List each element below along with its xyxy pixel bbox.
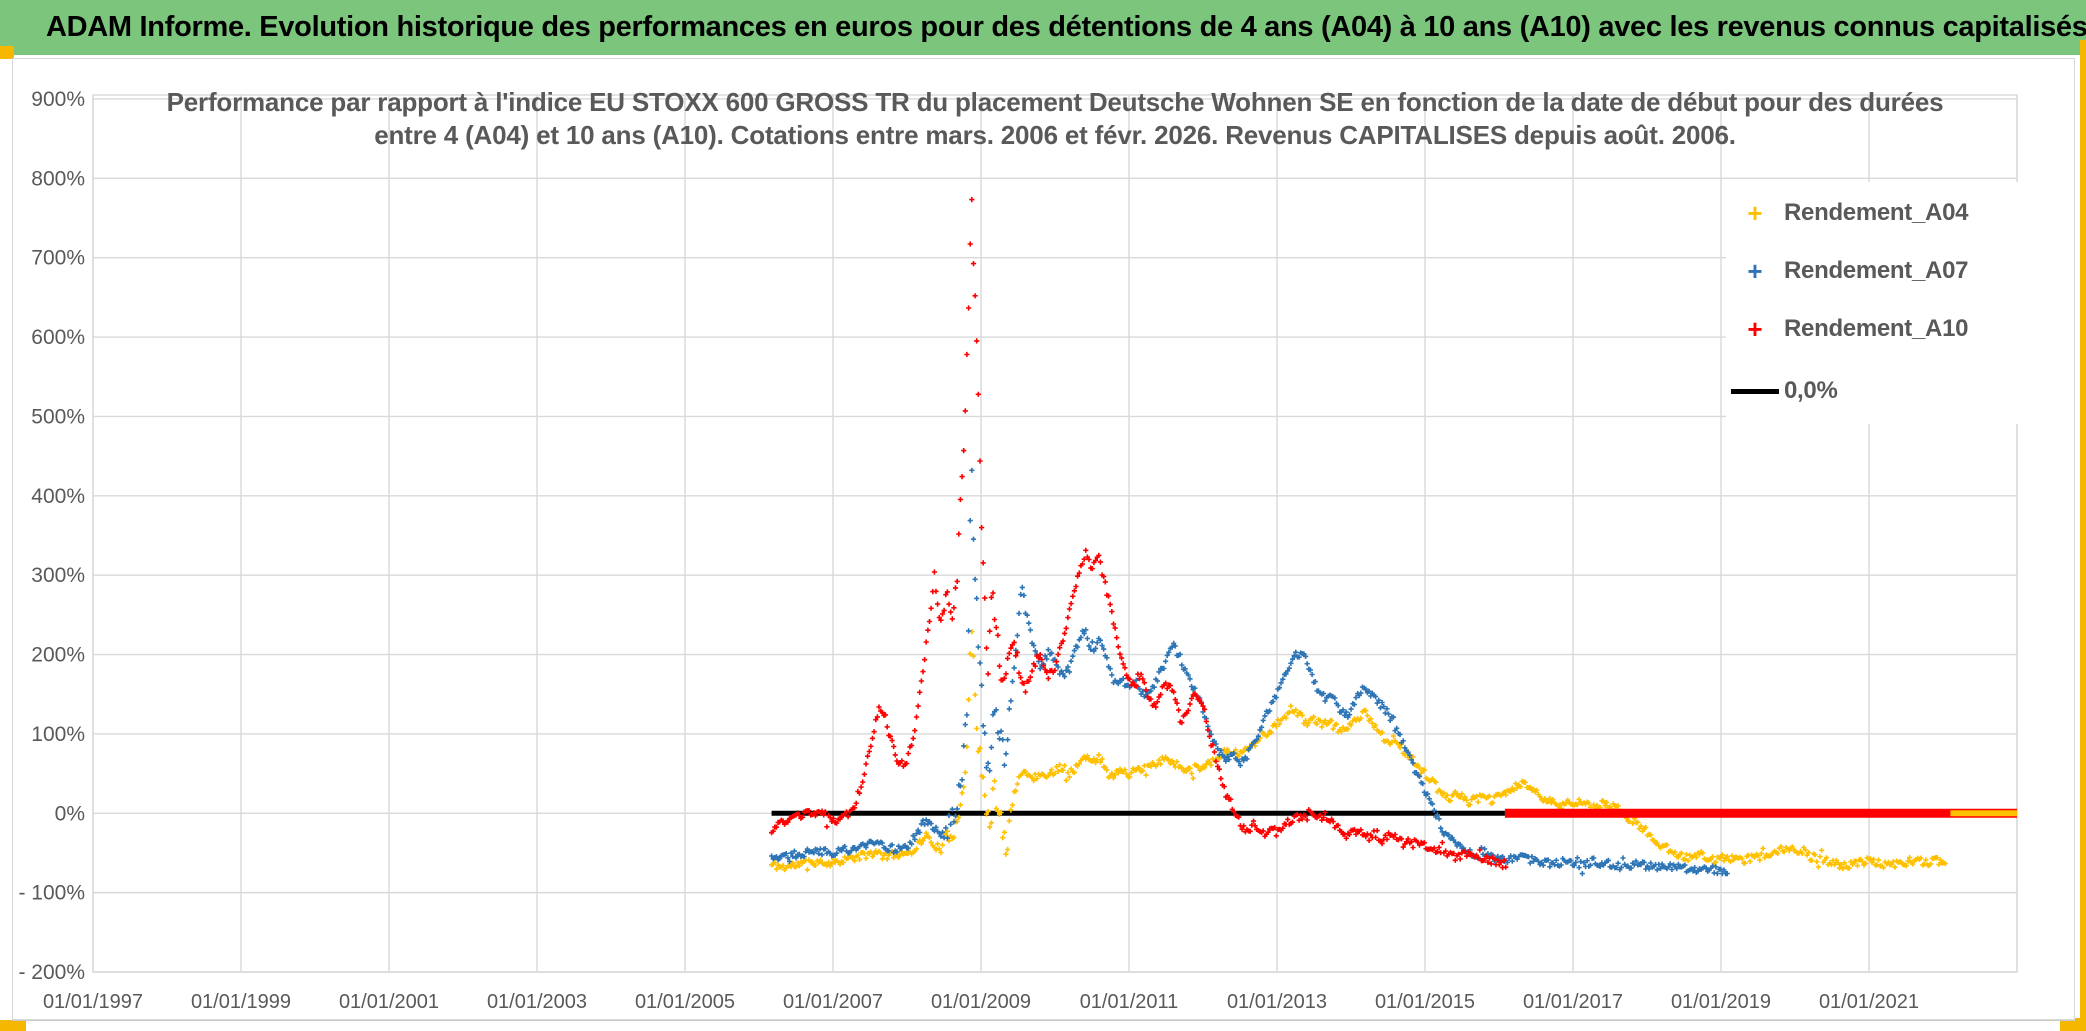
y-axis-tick-label: - 200% [18,961,85,984]
legend-label: Rendement_A07 [1784,257,1969,284]
yellow-cell-bottom-left [0,1020,26,1031]
chart-frame-bottom-line [12,1020,2075,1021]
yellow-cell-right-edge [2080,40,2086,1031]
x-axis-tick-label: 01/01/2005 [635,991,735,1013]
x-axis-tick-label: 01/01/2007 [783,991,883,1013]
x-axis-tick-label: 01/01/2009 [931,991,1031,1013]
scatter-series-rendement_a04 [769,629,1948,873]
y-axis-tick-label: 300% [31,564,85,587]
plot-border [92,94,2018,973]
x-axis-tick-label: 01/01/2003 [487,991,587,1013]
x-axis-tick-label: 01/01/2013 [1227,991,1327,1013]
legend-label: Rendement_A04 [1784,199,1969,226]
plus-marker-icon: + [1747,314,1763,344]
y-axis-tick-label: 0% [55,802,85,825]
legend: + Rendement_A04 + Rendement_A07 + Rendem… [1726,182,2074,424]
legend-item-rendement-a04[interactable]: + Rendement_A04 [1726,196,1968,230]
yellow-cell-top-left [0,46,14,59]
legend-item-zero-line[interactable]: 0,0% [1726,374,1838,408]
y-axis-tick-label: 100% [31,723,85,746]
scatter-series-rendement_a10 [769,197,1509,871]
x-axis-tick-label: 01/01/2019 [1671,991,1771,1013]
x-axis-tick-label: 01/01/2001 [339,991,439,1013]
legend-label: Rendement_A10 [1784,315,1969,342]
x-axis-tick-label: 01/01/2021 [1819,991,1919,1013]
y-axis-tick-label: 500% [31,405,85,428]
banner-title: ADAM Informe. Evolution historique des p… [46,11,2086,43]
x-axis-tick-label: 01/01/2011 [1080,991,1179,1013]
y-axis-tick-label: 700% [31,247,85,270]
x-axis-tick-label: 01/01/1999 [191,991,291,1013]
banner: ADAM Informe. Evolution historique des p… [0,0,2086,55]
x-axis-tick-label: 01/01/2017 [1523,991,1623,1013]
x-axis-tick-label: 01/01/1997 [43,991,143,1013]
chart-title: Performance par rapport à l'indice EU ST… [93,86,2017,152]
chart-title-line2: entre 4 (A04) et 10 ans (A10). Cotations… [374,120,1736,150]
plus-marker-icon: + [1747,256,1763,286]
chart-title-line1: Performance par rapport à l'indice EU ST… [166,87,1944,117]
y-axis-tick-label: 600% [31,326,85,349]
yellow-cell-bottom-right [2060,1018,2086,1031]
legend-item-rendement-a07[interactable]: + Rendement_A07 [1726,254,1968,288]
plus-marker-icon: + [1747,198,1763,228]
y-axis-tick-label: 200% [31,644,85,667]
y-axis-tick-label: 900% [31,88,85,111]
y-axis-tick-label: 400% [31,485,85,508]
y-axis-tick-label: 800% [31,167,85,190]
legend-item-rendement-a10[interactable]: + Rendement_A10 [1726,312,1968,346]
zero-line-icon [1731,388,1779,394]
x-axis-tick-label: 01/01/2015 [1375,991,1475,1013]
y-axis-tick-label: - 100% [18,882,85,905]
legend-label: 0,0% [1784,377,1838,404]
